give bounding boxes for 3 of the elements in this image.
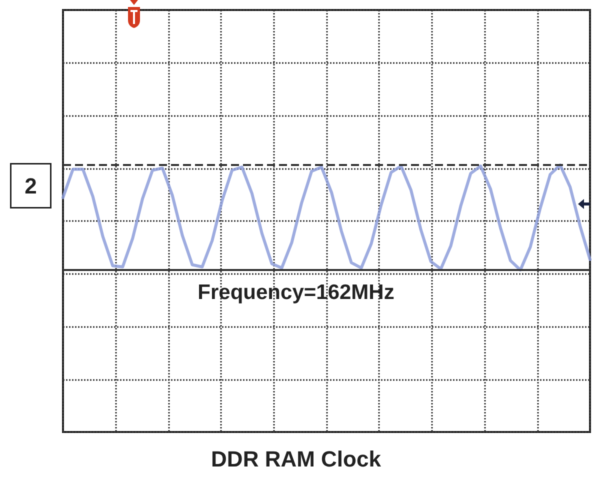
text: Frequency=162MHz — [198, 281, 394, 304]
text: DDR RAM Clock — [211, 446, 382, 472]
text: 2 — [24, 173, 37, 198]
